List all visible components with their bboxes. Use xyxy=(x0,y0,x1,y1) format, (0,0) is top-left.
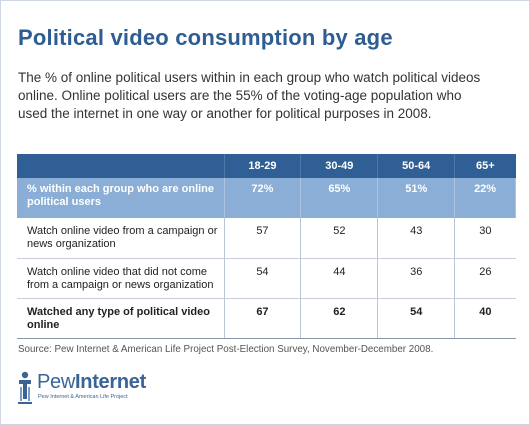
cell-value: 54 xyxy=(224,258,302,299)
table-row: Watched any type of political video onli… xyxy=(17,298,516,339)
logo-name-bold: Internet xyxy=(75,371,146,393)
pew-logo: PewInternet Pew Internet & American Life… xyxy=(15,369,165,409)
chart-subtitle: The % of online political users within i… xyxy=(18,70,481,121)
data-table: 18-29 30-49 50-64 65+ % within each grou… xyxy=(17,154,516,339)
column-header: 30-49 xyxy=(300,154,379,178)
column-header xyxy=(17,154,225,178)
table-row: % within each group who are online polit… xyxy=(17,178,516,218)
pew-logo-icon xyxy=(18,371,32,404)
cell-value: 57 xyxy=(224,218,302,259)
row-label: Watch online video from a campaign or ne… xyxy=(17,218,225,259)
cell-value: 62 xyxy=(300,298,379,339)
cell-value: 40 xyxy=(454,298,516,339)
cell-value: 43 xyxy=(377,218,456,259)
column-header: 50-64 xyxy=(377,154,456,178)
cell-value: 26 xyxy=(454,258,516,299)
row-label: Watch online video that did not come fro… xyxy=(17,258,225,299)
cell-value: 36 xyxy=(377,258,456,299)
logo-name-light: Pew xyxy=(37,371,76,393)
logo-wordmark: PewInternet xyxy=(37,371,146,394)
row-label: Watched any type of political video onli… xyxy=(17,298,225,339)
chart-title: Political video consumption by age xyxy=(18,25,393,50)
table-row: Watch online video that did not come fro… xyxy=(17,258,516,299)
source-note: Source: Pew Internet & American Life Pro… xyxy=(18,344,434,355)
column-header: 65+ xyxy=(454,154,516,178)
cell-value: 54 xyxy=(377,298,456,339)
cell-value: 65% xyxy=(300,178,379,218)
cell-value: 44 xyxy=(300,258,379,299)
cell-value: 22% xyxy=(454,178,516,218)
cell-value: 52 xyxy=(300,218,379,259)
table-header-row: 18-29 30-49 50-64 65+ xyxy=(17,154,516,178)
cell-value: 30 xyxy=(454,218,516,259)
column-header: 18-29 xyxy=(224,154,302,178)
cell-value: 67 xyxy=(224,298,302,339)
cell-value: 51% xyxy=(377,178,456,218)
table-row: Watch online video from a campaign or ne… xyxy=(17,218,516,259)
cell-value: 72% xyxy=(224,178,302,218)
logo-tagline: Pew Internet & American Life Project xyxy=(38,394,128,400)
row-label: % within each group who are online polit… xyxy=(17,178,225,218)
